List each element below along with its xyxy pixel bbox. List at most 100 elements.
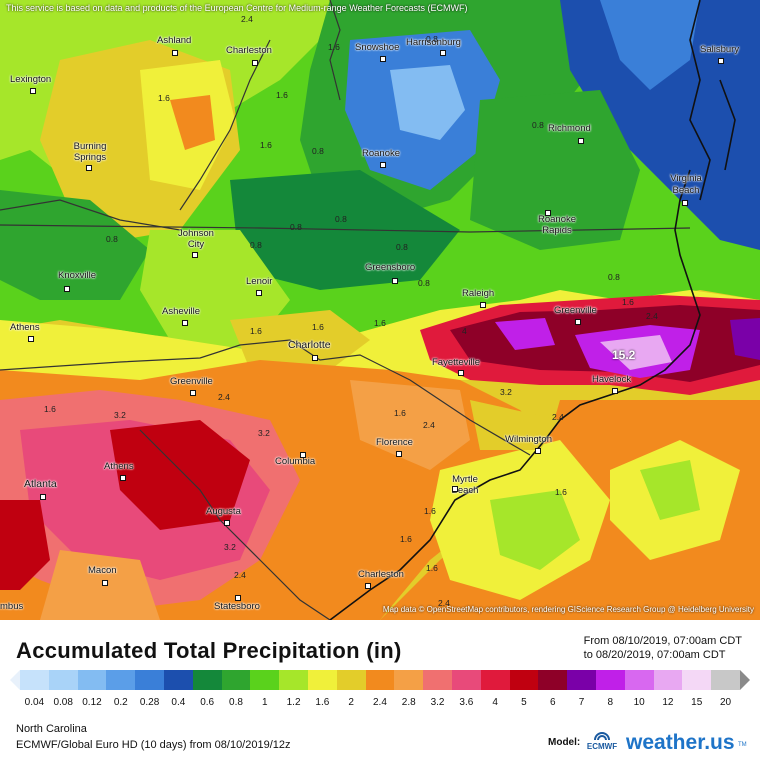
valid-to: to 08/20/2019, 07:00am CDT — [583, 649, 726, 661]
city-label: Atlanta — [24, 478, 57, 490]
map-title: Accumulated Total Precipitation (in) — [16, 638, 402, 663]
scale-swatch — [163, 670, 193, 690]
scale-swatch — [221, 670, 251, 690]
trademark-mark: TM — [738, 742, 747, 748]
city-marker — [256, 290, 262, 296]
scale-swatch — [365, 670, 395, 690]
city-label: Havelock — [592, 374, 632, 385]
city-marker — [396, 451, 402, 457]
scale-swatch — [509, 670, 539, 690]
scale-tick-label: 1.2 — [286, 697, 301, 708]
contour-value: 3.2 — [224, 542, 236, 552]
city-marker — [102, 580, 108, 586]
scale-tick-label: 8 — [607, 697, 614, 708]
city-marker — [682, 200, 688, 206]
scale-swatch — [279, 670, 308, 690]
scale-swatch — [567, 670, 596, 690]
scale-tick-label: 0.4 — [171, 697, 186, 708]
scale-tick-label: 0.08 — [53, 697, 73, 708]
city-marker — [365, 583, 371, 589]
city-marker — [312, 355, 318, 361]
city-label: Salisbury — [700, 44, 740, 55]
contour-value-max: 15.2 — [612, 348, 636, 362]
city-label: Greenville — [554, 305, 597, 316]
city-label: Charleston — [358, 569, 404, 580]
city-label: Lenoir — [246, 276, 273, 287]
city-marker — [224, 520, 230, 526]
scale-tick-label: 3.6 — [459, 697, 474, 708]
scale-tick-label: 6 — [549, 697, 556, 708]
scale-tick-label: 0.12 — [82, 697, 102, 708]
city-label: Charlotte — [288, 339, 331, 351]
ecmwf-icon — [594, 732, 610, 741]
scale-tick-label: 7 — [578, 697, 585, 708]
scale-tick-label: 15 — [691, 697, 703, 708]
city-label: Roanoke — [362, 148, 401, 159]
scale-swatch — [250, 670, 280, 690]
scale-min-arrow — [10, 670, 20, 690]
contour-value: 0.8 — [532, 120, 544, 130]
city-label: Athens — [104, 461, 134, 472]
contour-value: 0.8 — [312, 146, 324, 156]
city-label: Richmond — [548, 123, 591, 134]
contour-value: 3.2 — [114, 410, 126, 420]
valid-from: From 08/10/2019, 07:00am CDT — [583, 635, 742, 647]
contour-value: 2.4 — [234, 570, 246, 580]
scale-swatch — [480, 670, 510, 690]
contour-value: 0.8 — [396, 242, 408, 252]
city-label: Fayetteville — [432, 357, 481, 368]
contour-value: 4 — [462, 326, 467, 336]
contour-value: 3.2 — [258, 428, 270, 438]
city-label: Snowshoe — [355, 42, 400, 53]
weather-us-logo[interactable]: weather.us — [626, 731, 735, 754]
city-marker — [452, 486, 458, 492]
contour-value: 0.8 — [106, 234, 118, 244]
scale-tick-label: 5 — [521, 697, 527, 708]
scale-tick-label: 20 — [719, 697, 732, 708]
city-label: Lexington — [10, 74, 52, 85]
contour-value: 1.6 — [426, 563, 438, 573]
contour-value: 1.6 — [394, 408, 406, 418]
city-marker — [28, 336, 34, 342]
city-marker — [252, 60, 258, 66]
city-marker — [392, 278, 398, 284]
city-label: Charleston — [226, 45, 272, 56]
contour-value: 0.8 — [608, 272, 620, 282]
scale-swatch — [135, 670, 164, 690]
city-label: Knoxville — [58, 270, 97, 281]
city-marker — [172, 50, 178, 56]
scale-tick-label: 2.4 — [373, 697, 387, 708]
contour-value: 1.6 — [276, 90, 288, 100]
scale-tick-label: 10 — [633, 697, 645, 708]
scale-tick-label: 0.04 — [24, 697, 45, 708]
city-label: mbus — [0, 601, 24, 612]
city-marker — [380, 162, 386, 168]
city-marker — [575, 319, 581, 325]
precipitation-map[interactable]: This service is based on data and produc… — [0, 0, 760, 620]
scale-swatch — [423, 670, 452, 690]
scale-tick-label: 0.6 — [200, 697, 215, 708]
contour-value: 1.6 — [374, 318, 386, 328]
ecmwf-logo-text: ECMWF — [586, 742, 618, 751]
city-marker — [300, 452, 306, 458]
scale-tick-label: 1 — [261, 697, 268, 708]
scale-swatch — [624, 670, 654, 690]
contour-value: 1.6 — [622, 297, 634, 307]
valid-period: From 08/10/2019, 07:00am CDT to 08/20/20… — [584, 634, 742, 662]
scale-tick-label: 4 — [492, 697, 498, 708]
contour-value: 3.2 — [500, 387, 512, 397]
scale-swatch — [682, 670, 712, 690]
city-label: Florence — [376, 437, 413, 448]
scale-swatch — [394, 670, 424, 690]
scale-swatch — [307, 670, 337, 690]
city-label: Roanoke Rapids — [537, 214, 577, 236]
city-label: Columbia — [275, 456, 316, 467]
city-label: Ashland — [157, 35, 192, 46]
region-label: North Carolina — [16, 723, 87, 735]
contour-value: 0.8 — [335, 214, 347, 224]
city-label: Raleigh — [462, 288, 495, 299]
city-label: Athens — [10, 322, 40, 333]
color-scale-ticks: 0.04 0.08 0.12 0.2 0.28 0.4 0.6 0.8 1 1.2 1.6 2 2.4 2… — [20, 697, 740, 708]
contour-value: 1.6 — [250, 326, 262, 336]
city-marker — [480, 302, 486, 308]
